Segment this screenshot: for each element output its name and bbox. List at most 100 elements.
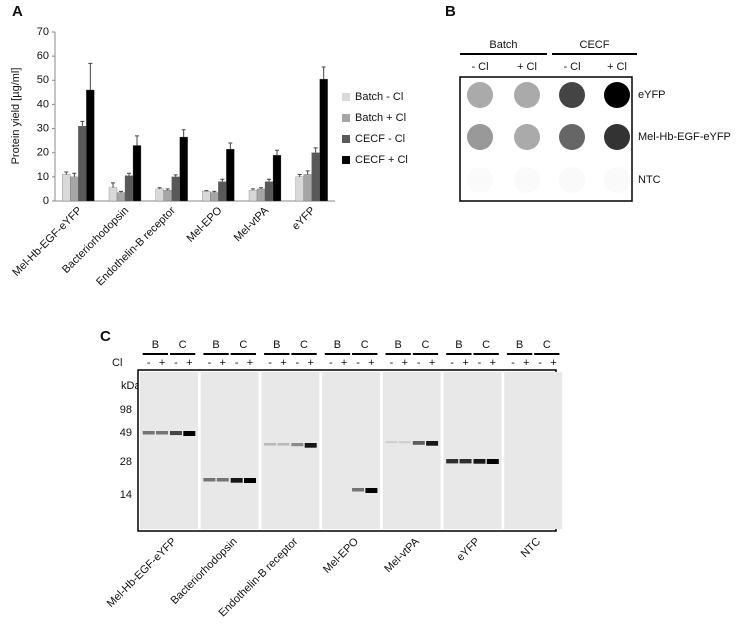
y-tick-label: 70 — [37, 26, 49, 38]
sign-label: + — [159, 357, 165, 369]
marker-label: 14 — [120, 489, 132, 501]
marker-label: 28 — [120, 456, 132, 468]
x-tick-label: Mel-EPO — [184, 204, 224, 244]
sign-label: + — [490, 357, 496, 369]
x-tick-label: Mel-vtPA — [232, 204, 272, 244]
gel-band — [230, 478, 243, 483]
gel-band — [183, 431, 196, 436]
sign-label: - — [296, 357, 300, 369]
legend-label: Batch - Cl — [355, 91, 403, 103]
lane-label: C — [482, 339, 490, 351]
y-tick-label: 40 — [37, 98, 49, 110]
gel-band — [203, 478, 216, 482]
legend-label: CECF + Cl — [355, 154, 408, 166]
bar — [248, 189, 258, 202]
cl-label: Cl — [112, 357, 122, 369]
error-bar — [157, 187, 162, 189]
bar — [179, 136, 188, 202]
bar — [303, 174, 312, 202]
gel-band — [156, 431, 169, 435]
bar — [226, 148, 235, 202]
sign-label: - — [390, 357, 394, 369]
gel-panel — [443, 372, 502, 529]
error-bar — [127, 172, 131, 176]
bar — [78, 126, 87, 202]
bar — [202, 191, 211, 202]
row-label: NTC — [638, 174, 661, 186]
y-tick-label: 0 — [43, 195, 49, 207]
gel-panel — [322, 372, 381, 529]
sample-label: Mel-EPO — [321, 535, 361, 575]
x-tick-label: eYFP — [290, 205, 318, 233]
bar — [256, 188, 266, 202]
gel-band — [412, 441, 425, 445]
sign-label: - — [174, 357, 178, 369]
bar — [264, 181, 274, 202]
dot — [514, 124, 540, 150]
sign-label: - — [478, 357, 482, 369]
dot — [467, 82, 493, 108]
gel-band — [264, 443, 277, 446]
gel-band — [398, 441, 411, 444]
sign-label: + — [247, 357, 253, 369]
group-label: Batch — [489, 39, 517, 51]
lane-label: B — [273, 339, 280, 351]
dot — [467, 124, 493, 150]
sign-label: - — [511, 357, 515, 369]
marker-label: 49 — [120, 427, 132, 439]
dot — [604, 167, 630, 193]
gel-band — [365, 488, 378, 493]
condition-label: + Cl — [517, 61, 537, 73]
gel-panel — [261, 372, 320, 529]
panel-label: A — [12, 3, 23, 20]
gel-band — [216, 478, 229, 482]
bar — [86, 89, 95, 202]
error-bar — [305, 170, 310, 175]
sign-label: + — [462, 357, 468, 369]
sign-label: + — [550, 357, 556, 369]
gel-panel — [504, 372, 563, 529]
lane-label: C — [361, 339, 369, 351]
lane-label: C — [300, 339, 308, 351]
gel-band — [352, 488, 365, 492]
sample-label: eYFP — [455, 536, 483, 564]
bar — [116, 192, 126, 202]
error-bar — [275, 149, 279, 156]
error-bar — [321, 66, 326, 80]
legend-swatch — [342, 135, 350, 143]
group-label: CECF — [580, 39, 610, 51]
gel-band — [385, 441, 398, 444]
bar — [108, 187, 118, 202]
legend-swatch — [342, 156, 350, 164]
dot — [559, 82, 585, 108]
sign-label: - — [147, 357, 151, 369]
error-bar — [228, 142, 233, 150]
panel-label: B — [445, 3, 456, 20]
sign-label: + — [220, 357, 226, 369]
condition-label: + Cl — [607, 61, 627, 73]
bar — [319, 78, 328, 202]
gel-panel — [200, 372, 259, 529]
bar — [218, 181, 227, 202]
gel-gap — [501, 372, 504, 529]
dot — [514, 82, 540, 108]
legend-label: CECF - Cl — [355, 133, 405, 145]
sign-label: - — [235, 357, 239, 369]
lane-label: C — [179, 339, 187, 351]
sign-label: + — [429, 357, 435, 369]
sign-label: + — [523, 357, 529, 369]
sign-label: + — [280, 357, 286, 369]
lane-label: B — [334, 339, 341, 351]
bar — [62, 174, 71, 202]
sample-label: Mel-vtPA — [382, 535, 422, 575]
legend-swatch — [342, 93, 350, 101]
y-tick-label: 30 — [37, 122, 49, 134]
sample-label: Bacteriorhodopsin — [168, 536, 239, 607]
gel-gap — [319, 372, 322, 529]
panel-label: C — [100, 328, 111, 345]
sign-label: - — [208, 357, 212, 369]
gel-band — [473, 459, 486, 464]
error-bar — [297, 173, 302, 177]
sign-label: + — [402, 357, 408, 369]
error-bar — [212, 190, 217, 193]
